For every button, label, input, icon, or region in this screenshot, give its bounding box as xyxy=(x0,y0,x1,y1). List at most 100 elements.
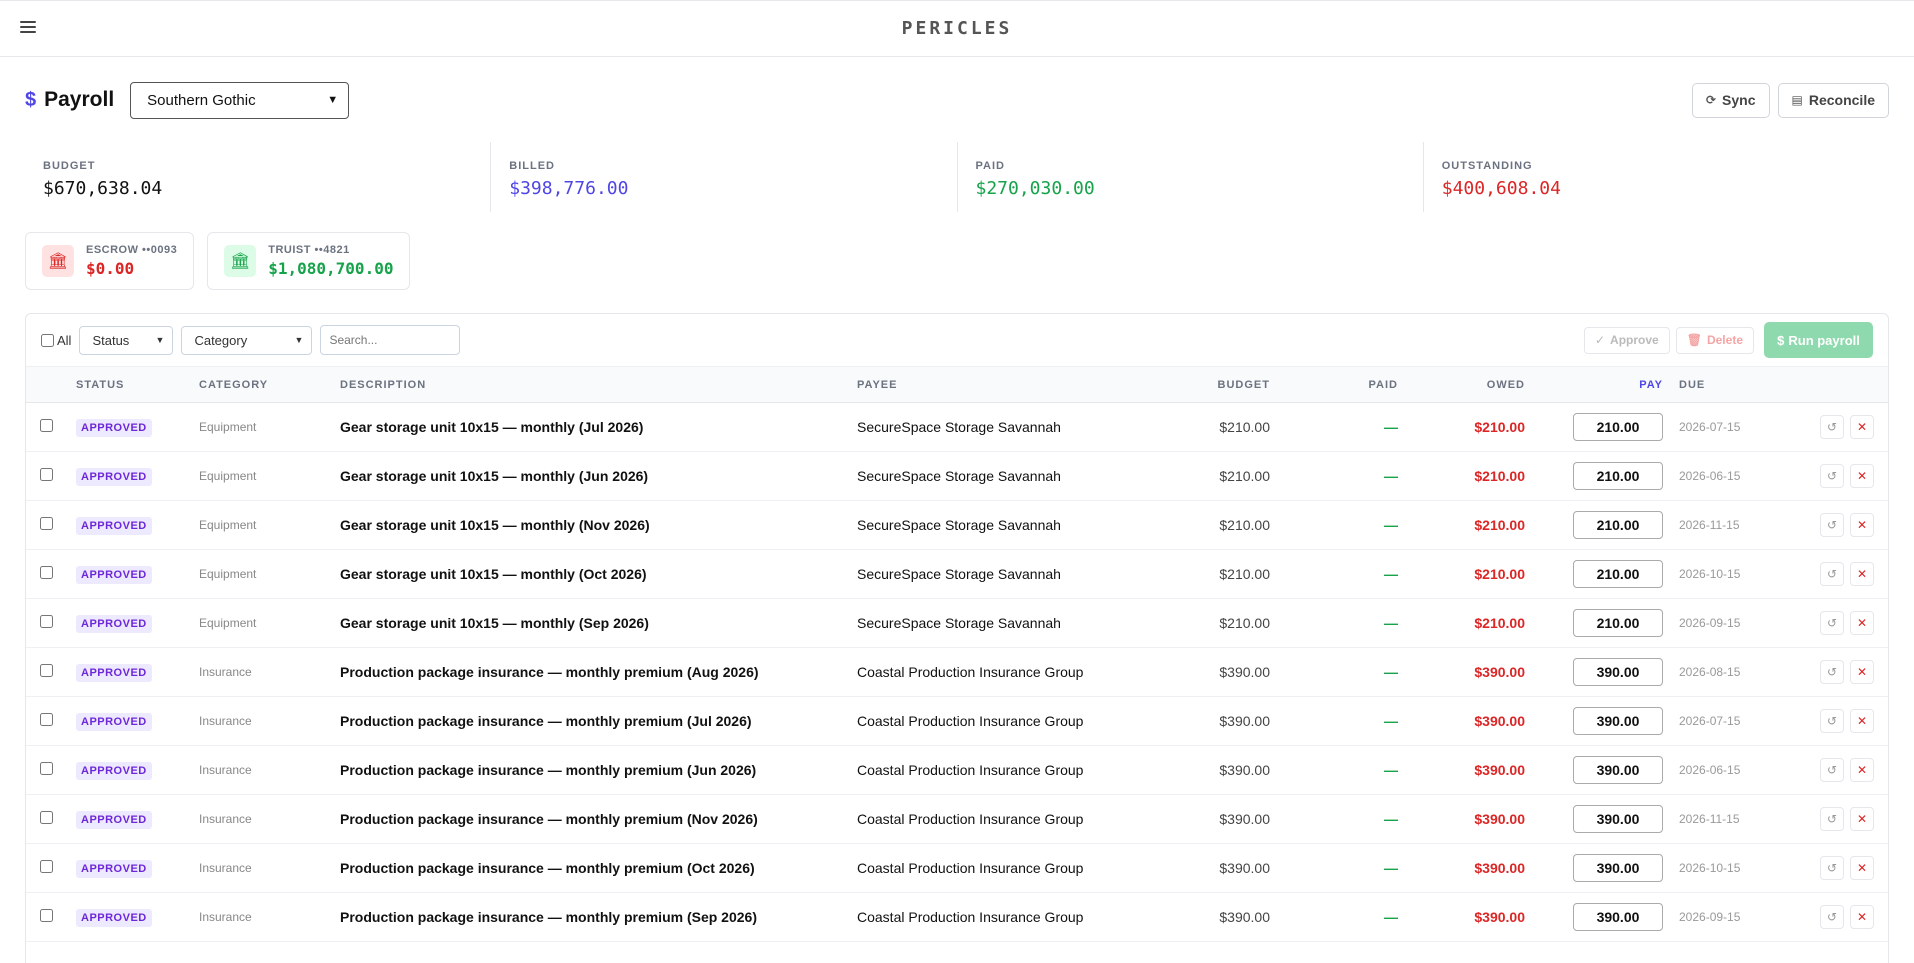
paid-cell: — xyxy=(1384,419,1398,435)
row-checkbox[interactable] xyxy=(40,664,53,677)
close-icon[interactable]: ✕ xyxy=(1850,660,1874,684)
table-row[interactable]: APPROVED Insurance Production package insu… xyxy=(26,746,1888,795)
table-row[interactable]: APPROVED Insurance Production package insu… xyxy=(26,844,1888,893)
row-checkbox[interactable] xyxy=(40,713,53,726)
row-checkbox[interactable] xyxy=(40,860,53,873)
close-icon[interactable]: ✕ xyxy=(1850,856,1874,880)
budget-cell: $210.00 xyxy=(1219,517,1270,533)
close-icon[interactable]: ✕ xyxy=(1850,905,1874,929)
header-owed[interactable]: OWED xyxy=(1486,378,1525,391)
pay-amount-input[interactable]: 390.00 xyxy=(1573,658,1663,686)
row-actions-cell: ↺ ✕ xyxy=(1786,795,1888,844)
row-checkbox[interactable] xyxy=(40,909,53,922)
pay-amount-input[interactable]: 390.00 xyxy=(1573,756,1663,784)
app-brand: PERICLES xyxy=(901,18,1013,39)
table-row[interactable]: APPROVED Equipment Gear storage unit 10x15… xyxy=(26,550,1888,599)
row-checkbox[interactable] xyxy=(40,468,53,481)
table-row[interactable]: APPROVED Insurance Production package insu… xyxy=(26,795,1888,844)
select-all-checkbox[interactable] xyxy=(41,333,54,347)
header-status[interactable]: STATUS xyxy=(76,378,125,391)
table-row[interactable]: APPROVED Insurance Production package insu… xyxy=(26,893,1888,942)
header-pay[interactable]: PAY xyxy=(1639,378,1663,391)
history-icon[interactable]: ↺ xyxy=(1820,562,1844,586)
history-icon[interactable]: ↺ xyxy=(1820,709,1844,733)
header-description[interactable]: DESCRIPTION xyxy=(340,378,427,391)
row-checkbox[interactable] xyxy=(40,762,53,775)
history-icon[interactable]: ↺ xyxy=(1820,513,1844,537)
bulk-actions: ✓ Approve 🗑 Delete $ Run payroll xyxy=(1583,322,1873,358)
row-actions-cell: ↺ ✕ xyxy=(1786,893,1888,942)
status-filter[interactable]: Status ▼ xyxy=(79,325,174,355)
project-select[interactable]: Southern Gothic ▼ xyxy=(130,81,350,119)
header-category[interactable]: CATEGORY xyxy=(199,378,269,391)
pay-amount-input[interactable]: 390.00 xyxy=(1573,805,1663,833)
history-icon[interactable]: ↺ xyxy=(1820,807,1844,831)
row-select-cell xyxy=(26,501,70,550)
payee-cell: SecureSpace Storage Savannah xyxy=(857,468,1061,484)
pay-amount-input[interactable]: 210.00 xyxy=(1573,511,1663,539)
close-icon[interactable]: ✕ xyxy=(1850,464,1874,488)
header-due[interactable]: DUE xyxy=(1679,378,1706,391)
pay-amount-input[interactable]: 390.00 xyxy=(1573,903,1663,931)
status-badge: APPROVED xyxy=(76,663,152,682)
history-icon[interactable]: ↺ xyxy=(1820,758,1844,782)
category-filter[interactable]: Category ▼ xyxy=(181,325,313,355)
table-row[interactable]: APPROVED Equipment Gear storage unit 10x15… xyxy=(26,599,1888,648)
sync-button[interactable]: ⟳ Sync xyxy=(1691,82,1770,118)
menu-icon[interactable] xyxy=(20,21,36,35)
run-payroll-button[interactable]: $ Run payroll xyxy=(1764,322,1873,358)
history-icon[interactable]: ↺ xyxy=(1820,611,1844,635)
table-row[interactable]: APPROVED Insurance Production package insu… xyxy=(26,648,1888,697)
history-icon[interactable]: ↺ xyxy=(1820,464,1844,488)
history-icon[interactable]: ↺ xyxy=(1820,415,1844,439)
account-card-truist[interactable]: 🏛 TRUIST ••4821 $1,080,700.00 xyxy=(207,232,411,290)
table-row[interactable]: APPROVED Equipment Gear storage unit 10x15… xyxy=(26,501,1888,550)
close-icon[interactable]: ✕ xyxy=(1850,807,1874,831)
close-icon[interactable]: ✕ xyxy=(1850,562,1874,586)
close-icon[interactable]: ✕ xyxy=(1850,415,1874,439)
history-icon[interactable]: ↺ xyxy=(1820,660,1844,684)
pay-amount-input[interactable]: 210.00 xyxy=(1573,462,1663,490)
paid-cell: — xyxy=(1384,615,1398,631)
row-actions: ↺ ✕ xyxy=(1792,758,1882,782)
row-checkbox[interactable] xyxy=(40,566,53,579)
status-badge: APPROVED xyxy=(76,761,152,780)
pay-amount-input[interactable]: 390.00 xyxy=(1573,707,1663,735)
close-icon[interactable]: ✕ xyxy=(1850,709,1874,733)
header-paid[interactable]: PAID xyxy=(1368,378,1398,391)
row-actions-cell: ↺ ✕ xyxy=(1786,697,1888,746)
table-row[interactable]: APPROVED Insurance Production package insu… xyxy=(26,697,1888,746)
row-checkbox[interactable] xyxy=(40,419,53,432)
clipboard-icon: ▤ xyxy=(1791,93,1803,107)
due-date-cell: 2026-10-15 xyxy=(1679,567,1741,581)
pay-amount-input[interactable]: 390.00 xyxy=(1573,854,1663,882)
history-icon[interactable]: ↺ xyxy=(1820,905,1844,929)
header-payee[interactable]: PAYEE xyxy=(857,378,898,391)
close-icon[interactable]: ✕ xyxy=(1850,513,1874,537)
close-icon[interactable]: ✕ xyxy=(1850,758,1874,782)
select-all[interactable]: All xyxy=(41,333,71,348)
header-budget[interactable]: BUDGET xyxy=(1217,378,1270,391)
pay-amount-input[interactable]: 210.00 xyxy=(1573,413,1663,441)
pay-amount-input[interactable]: 210.00 xyxy=(1573,560,1663,588)
pay-amount-input[interactable]: 210.00 xyxy=(1573,609,1663,637)
row-checkbox[interactable] xyxy=(40,517,53,530)
table-row[interactable]: APPROVED Equipment Gear storage unit 10x15… xyxy=(26,403,1888,452)
status-cell: APPROVED xyxy=(70,550,193,599)
approve-label: Approve xyxy=(1610,333,1659,347)
status-badge: APPROVED xyxy=(76,418,152,437)
approve-button[interactable]: ✓ Approve xyxy=(1583,326,1670,354)
account-card-escrow[interactable]: 🏛 ESCROW ••0093 $0.00 xyxy=(25,232,195,290)
close-icon[interactable]: ✕ xyxy=(1850,611,1874,635)
status-cell: APPROVED xyxy=(70,697,193,746)
delete-button[interactable]: 🗑 Delete xyxy=(1675,326,1754,354)
history-icon[interactable]: ↺ xyxy=(1820,856,1844,880)
row-checkbox[interactable] xyxy=(40,615,53,628)
table-row[interactable]: APPROVED Equipment Gear storage unit 10x15… xyxy=(26,452,1888,501)
row-checkbox[interactable] xyxy=(40,811,53,824)
row-actions: ↺ ✕ xyxy=(1792,807,1882,831)
reconcile-button[interactable]: ▤ Reconcile xyxy=(1777,82,1889,118)
search-input[interactable]: Search... xyxy=(320,325,461,355)
bank-accounts: 🏛 ESCROW ••0093 $0.00 🏛 TRUIST ••4821 $1… xyxy=(25,232,411,290)
due-date-cell: 2026-07-15 xyxy=(1679,420,1741,434)
